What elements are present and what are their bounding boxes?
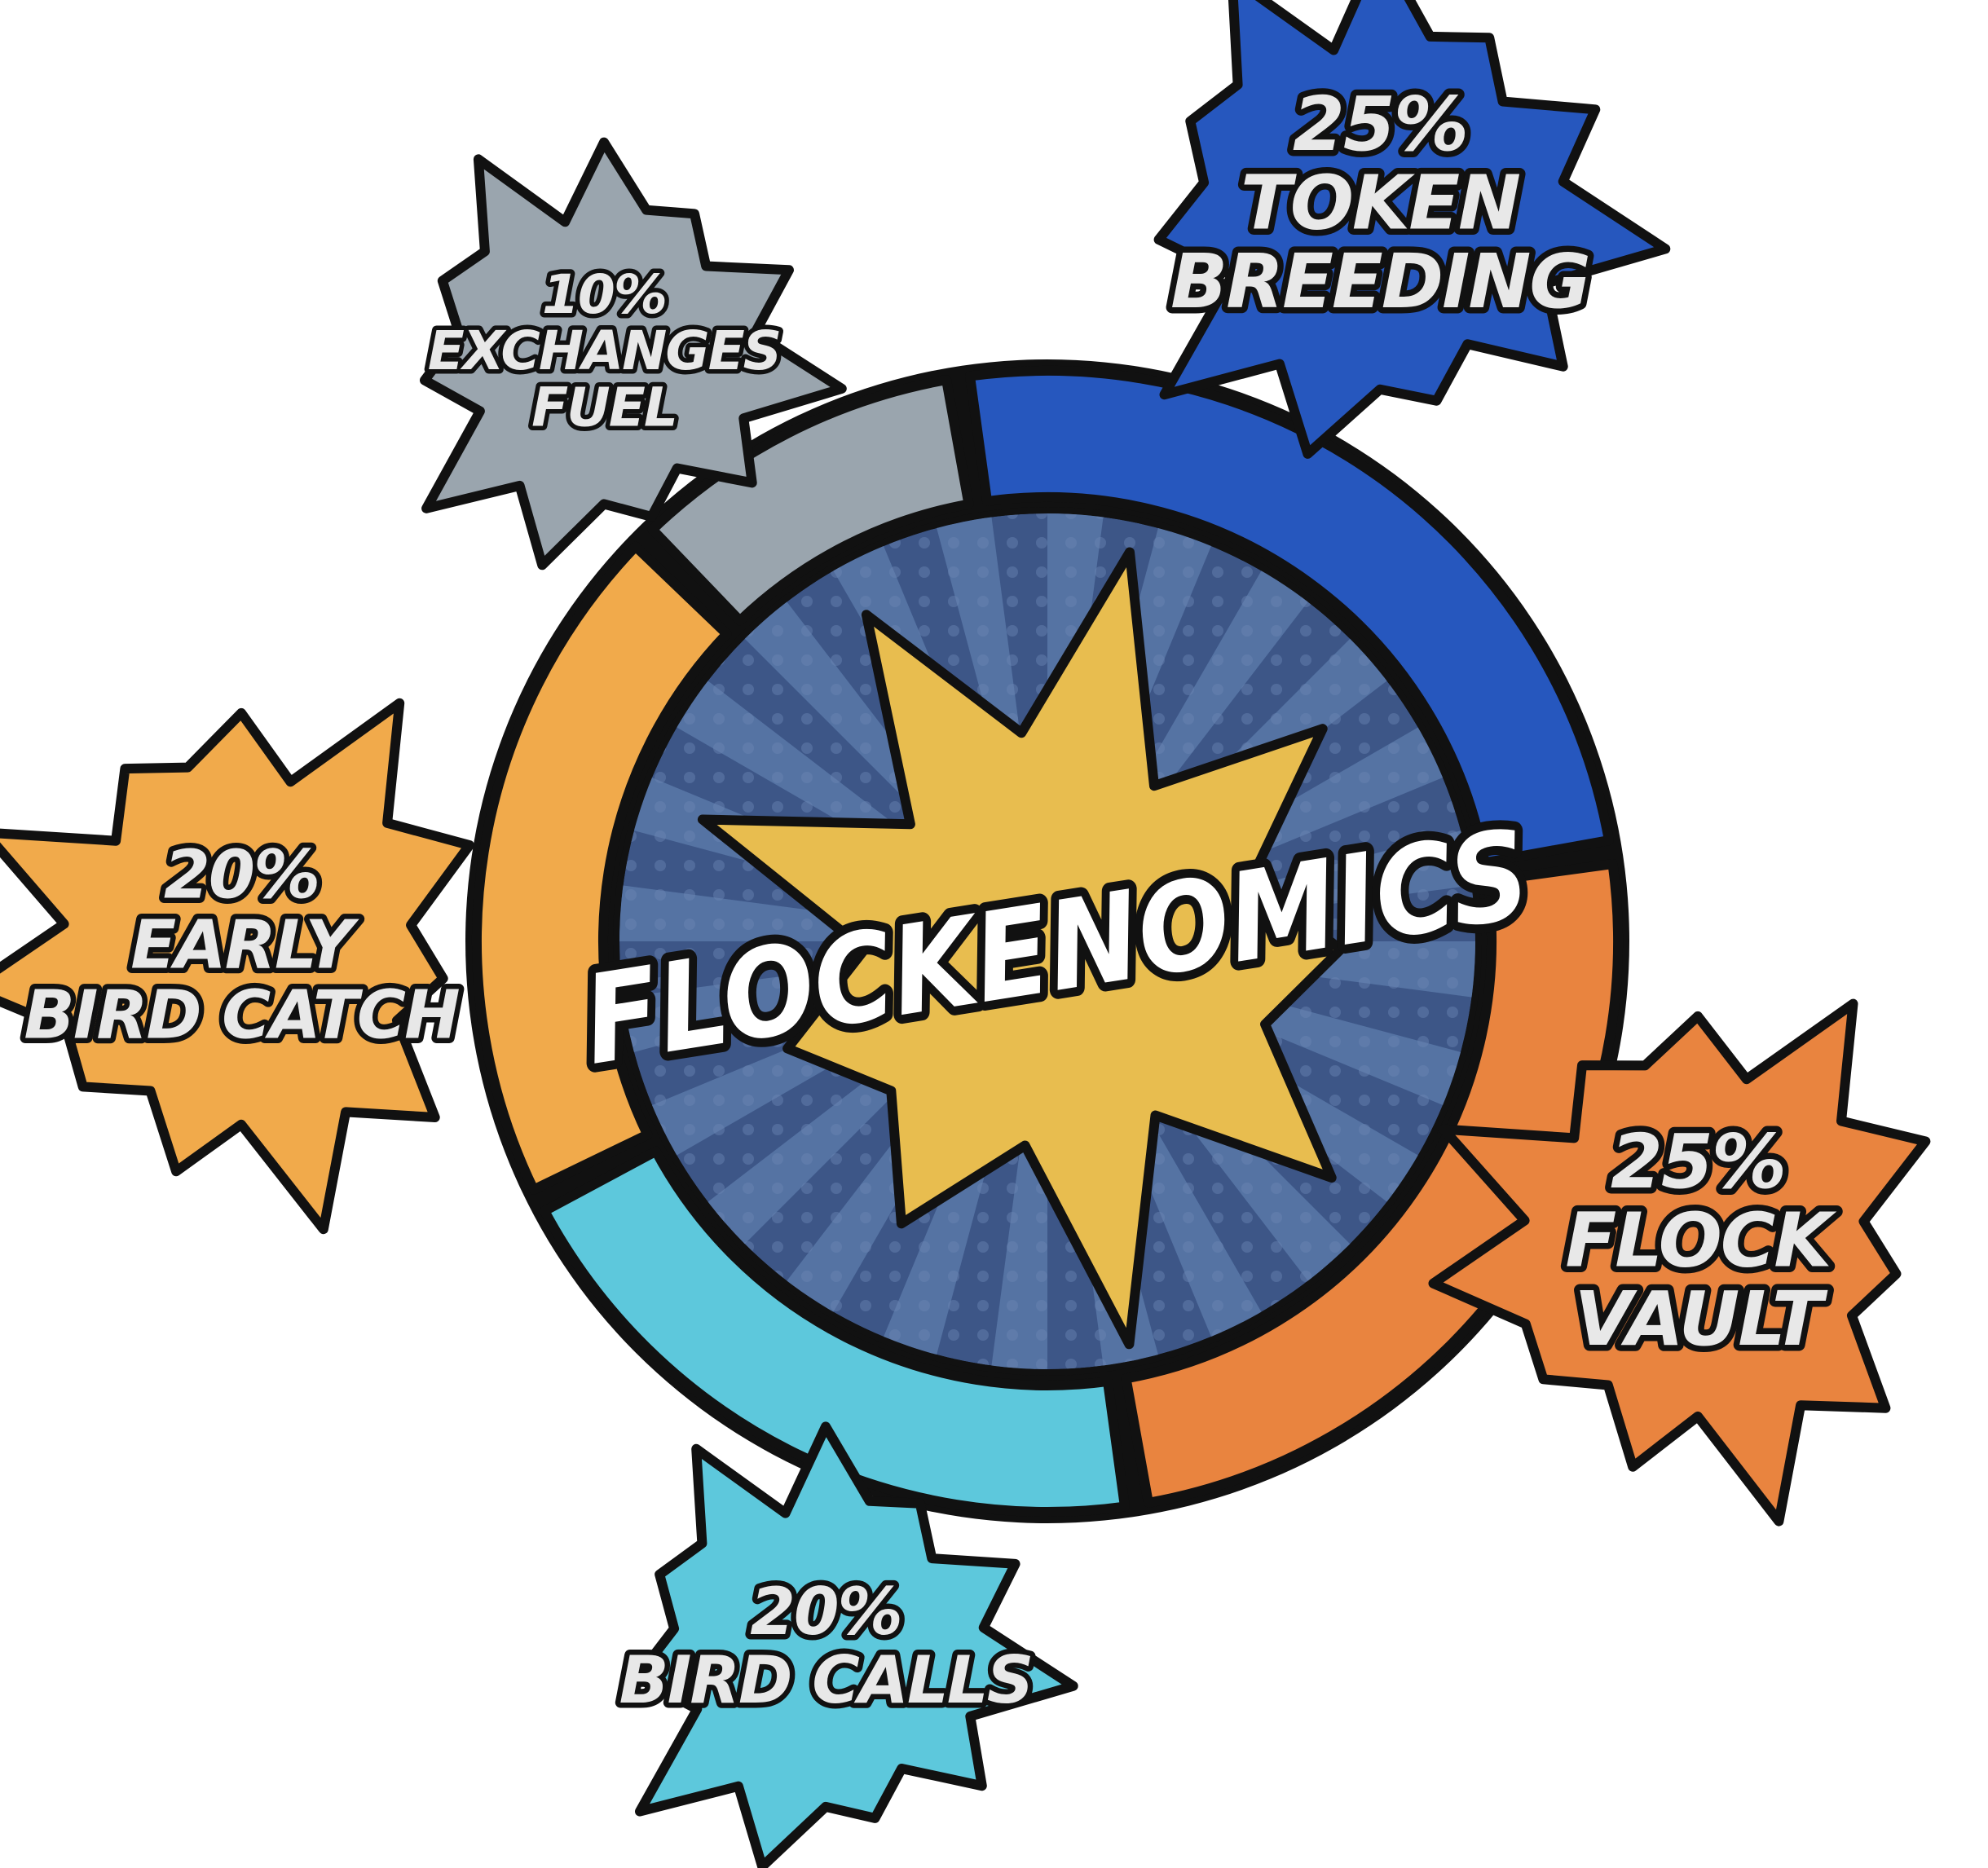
slice-percent-label: 25% [1293,81,1467,168]
slice-name-label: FUEL [531,376,677,438]
slice-percent-label: 10% [542,263,666,326]
burst-shape [1153,0,1671,459]
slice-name-label: BIRD CALLS [619,1642,1033,1718]
slice-name-label: TOKEN [1241,159,1520,246]
burst-shape [0,698,474,1235]
slice-name-label: BREEDING [1170,238,1589,325]
burst-shape [1428,998,1931,1527]
center-disc: FLOCKENOMICS [566,507,1548,1376]
label-burst-bird-calls: 20%BIRD CALLS [614,1421,1078,1868]
slice-name-label: EARLY [130,906,359,984]
slice-early-bird-catch [472,541,732,1195]
burst-shape [632,1421,1078,1868]
slice-name-label: BIRD CATCH [24,977,459,1055]
slice-token-breeding [965,366,1614,868]
slice-bird-calls [540,1146,1130,1517]
center-burst [697,547,1346,1350]
slice-name-label: EXCHANGES [428,319,780,382]
slice-percent-label: 20% [750,1574,901,1650]
slice-percent-label: 25% [1611,1118,1785,1205]
slice-name-label: FLOCK [1565,1196,1836,1284]
burst-shape [420,137,847,571]
slice-name-label: VAULT [1575,1275,1828,1363]
slice-percent-label: 20% [164,836,319,914]
